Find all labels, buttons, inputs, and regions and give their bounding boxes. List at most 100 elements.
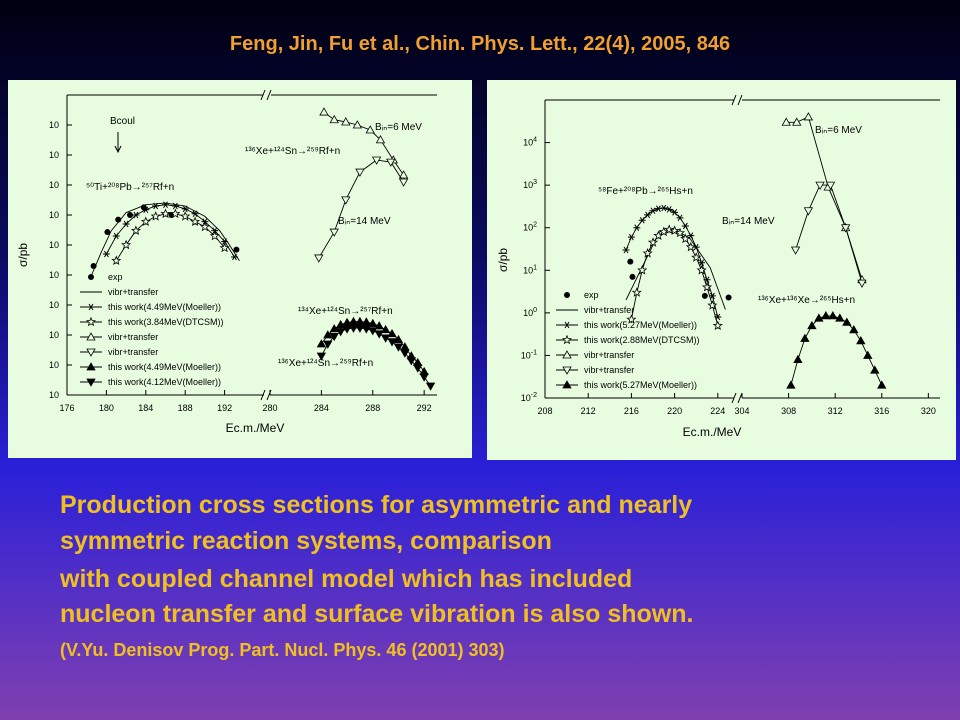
chart-panel [487,80,956,460]
marker [562,350,572,359]
marker [323,340,333,349]
marker [355,324,365,333]
marker [342,325,352,334]
marker [654,205,662,212]
marker [638,216,646,224]
marker [365,125,375,134]
legend-label: vibr+transfer [108,347,158,357]
y-tick-exponent: 2 [533,222,537,229]
marker [674,227,686,238]
marker [180,211,191,221]
marker [393,334,404,344]
marker [647,237,659,247]
marker [649,207,657,215]
legend-label: this work(4.49MeV(Moeller)) [108,302,221,312]
marker [122,220,130,228]
legend-label: vibr+transfer [108,332,158,342]
marker [781,117,791,126]
y-tick-exponent: 1 [533,264,537,271]
marker [835,313,845,322]
marker [712,320,723,330]
x-tick-label: 188 [178,403,193,413]
x-axis-label: Ec.m./MeV [683,425,742,439]
legend-label: this work(4.12MeV(Moeller)) [108,377,221,387]
marker [637,265,648,275]
y-tick-label: 10 [49,210,59,220]
marker [387,328,397,338]
x-tick-label: 288 [365,403,380,413]
marker [814,313,824,322]
marker [387,338,397,347]
x-tick-label: 312 [828,406,843,416]
marker [561,334,573,345]
x-tick-label: 184 [138,403,153,413]
y-tick-label-base: 10 [523,223,533,233]
marker [86,378,96,387]
x-tick-label: 284 [314,403,329,413]
x-tick-label: 180 [99,403,114,413]
marker [562,380,572,389]
marker [627,233,635,241]
x-tick-label: 216 [624,406,639,416]
marker [368,318,378,327]
y-tick-label-base: 10 [523,308,533,318]
marker [692,243,700,251]
y-tick-exponent: 3 [533,179,537,186]
marker [725,294,732,301]
marker [355,168,365,177]
annotation: Bᵢₙ=6 MeV [375,122,422,133]
x-tick-label: 308 [781,406,796,416]
x-tick-label: 176 [59,403,74,413]
marker [856,336,866,345]
marker [88,274,94,280]
marker [352,120,363,129]
annotation: ¹³⁶Xe+¹³⁶Xe→²⁶⁵Hs+n [758,295,855,306]
marker [323,330,333,339]
x-tick-label: 224 [710,406,725,416]
y-tick-label: 101 [523,264,537,275]
marker [393,343,404,352]
marker [790,246,801,255]
marker [629,273,636,280]
marker [191,210,199,218]
marker [152,202,160,210]
marker [825,181,836,190]
slide-title: Feng, Jin, Fu et al., Chin. Phys. Lett.,… [230,33,730,55]
x-tick-label: 212 [581,406,596,416]
marker [707,300,718,310]
marker [696,265,707,275]
marker [406,357,416,366]
marker [786,380,796,389]
marker [104,229,111,236]
caption-line: with coupled channel model which has inc… [59,565,632,593]
legend-label: this work(5.27MeV(Moeller)) [584,380,697,390]
marker [211,227,219,234]
legend-label: exp [584,290,599,300]
marker [665,206,673,213]
marker [877,380,887,389]
marker [162,201,169,209]
marker [230,253,238,261]
marker [660,204,668,212]
marker [626,314,637,324]
marker [644,211,652,219]
marker [563,321,571,329]
marker [676,214,684,222]
y-tick-label-base: 10 [523,138,533,148]
y-tick-label-base: 10 [49,270,59,280]
marker [622,246,630,254]
x-tick-label: 316 [874,406,889,416]
marker [708,292,716,300]
arrow [114,132,122,154]
x-tick-label: 280 [262,403,277,413]
marker [86,332,96,341]
marker [815,181,825,190]
y-tick-label: 10 [49,360,59,370]
marker [658,226,669,237]
legend-label: exp [108,272,123,282]
marker [400,349,410,358]
marker [221,238,229,245]
legend-label: vibr+transfer [584,305,634,315]
y-tick-label-base: 10 [49,150,59,160]
